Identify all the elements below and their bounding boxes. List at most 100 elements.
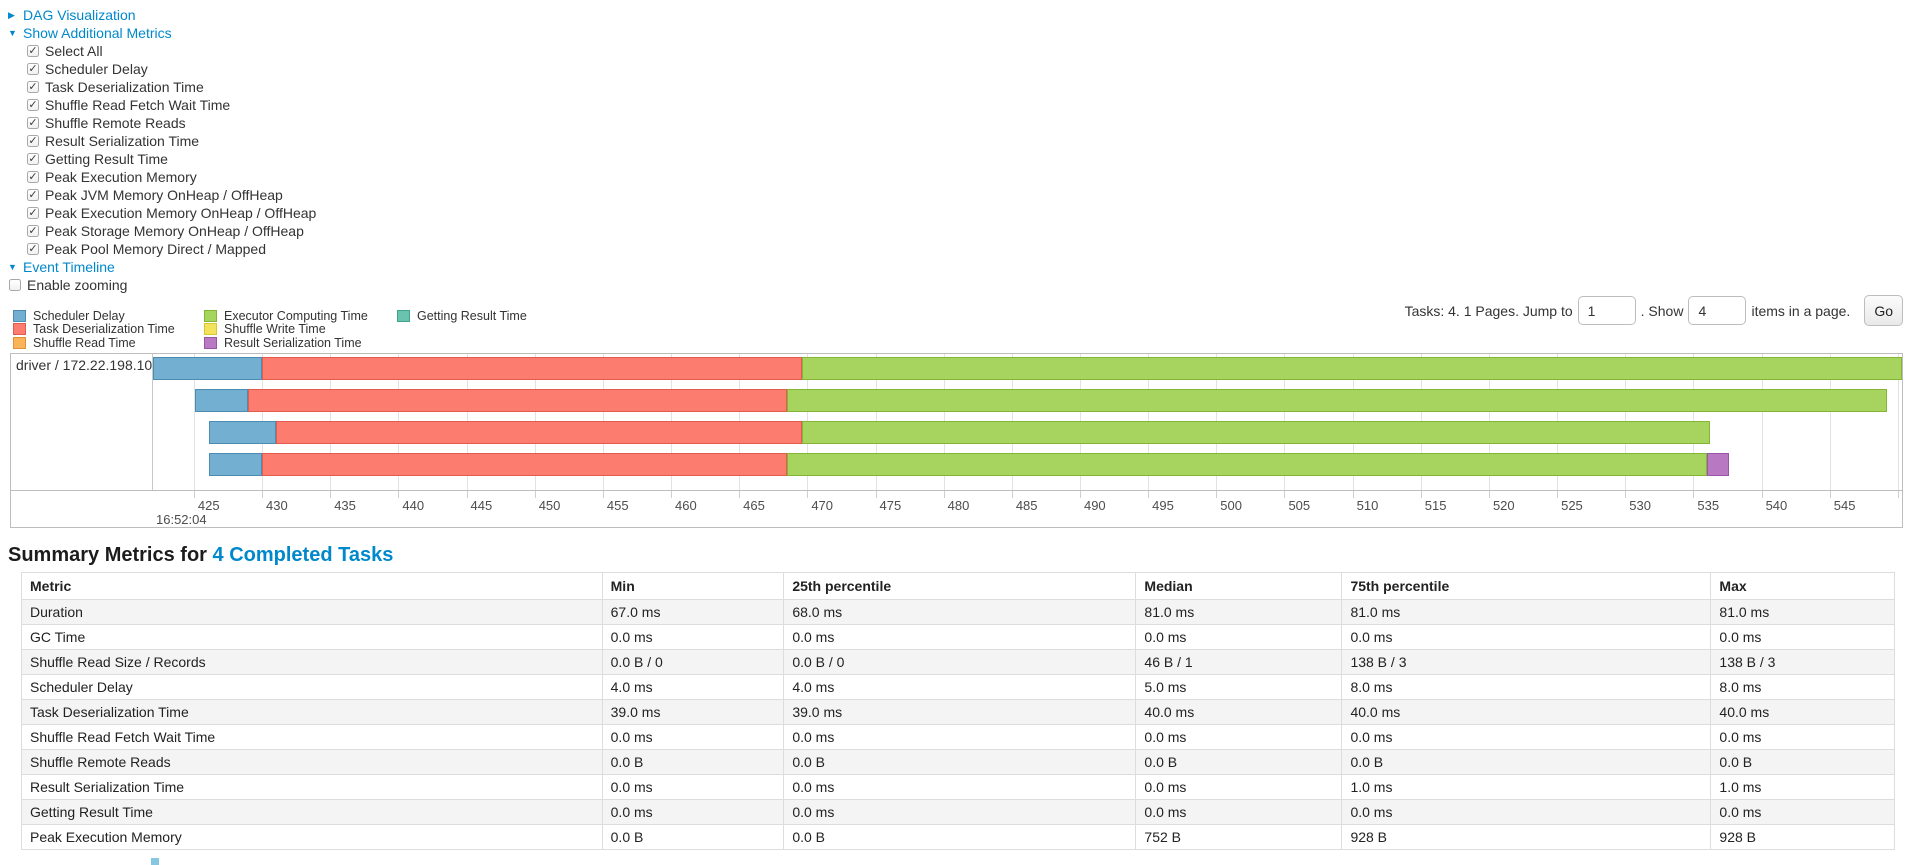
jump-to-page-input[interactable] — [1577, 296, 1636, 325]
dag-visualization-toggle[interactable]: ▶ DAG Visualization — [8, 6, 316, 24]
metric-value-cell: 0.0 B — [1135, 749, 1343, 775]
legend-label: Executor Computing Time — [224, 308, 368, 323]
metric-value-cell: 1.0 ms — [1710, 774, 1895, 800]
metric-value-cell: 81.0 ms — [1341, 599, 1712, 625]
metric-value-cell: 0.0 ms — [601, 624, 785, 650]
table-row: GC Time 0.0 ms 0.0 ms 0.0 ms 0.0 ms 0.0 ms — [21, 624, 1895, 650]
triangle-down-icon: ▼ — [8, 28, 17, 38]
task-bar-segment-scheduler_delay[interactable] — [195, 389, 249, 412]
metric-checkbox-row: ✓ Peak Pool Memory Direct / Mapped — [8, 240, 316, 258]
axis-tick-label: 460 — [675, 498, 697, 513]
metric-value-cell: 928 B — [1341, 824, 1712, 850]
metric-value-cell: 40.0 ms — [1135, 699, 1343, 725]
show-additional-metrics-toggle[interactable]: ▼ Show Additional Metrics — [8, 24, 316, 42]
axis-tick-label: 520 — [1492, 498, 1515, 513]
table-row: Shuffle Read Fetch Wait Time 0.0 ms 0.0 ms… — [21, 724, 1895, 750]
metric-checkbox[interactable]: ✓ — [27, 153, 39, 165]
task-bar-segment-scheduler_delay[interactable] — [208, 453, 263, 476]
metric-value-cell: 40.0 ms — [1341, 699, 1712, 725]
metric-checkbox-label: Scheduler Delay — [45, 61, 148, 77]
task-bar-segment-scheduler_delay[interactable] — [153, 357, 263, 380]
metric-checkbox[interactable]: ✓ — [27, 225, 39, 237]
scheduler_delay-swatch-icon — [13, 309, 26, 322]
summary-heading-prefix: Summary Metrics for — [8, 544, 213, 566]
metric-value-cell: 8.0 ms — [1341, 674, 1712, 700]
legend-item: Scheduler Delay — [13, 309, 175, 323]
task-bar-segment-task_deserialization[interactable] — [248, 389, 787, 412]
metric-value-cell: 0.0 ms — [783, 624, 1137, 650]
timeline-gridline — [193, 354, 195, 490]
axis-tick-label: 475 — [879, 498, 902, 513]
legend-item: Result Serialization Time — [204, 336, 368, 350]
task-bar-segment-executor_computing[interactable] — [801, 421, 1710, 444]
summary-metrics-heading: Summary Metrics for 4 Completed Tasks — [8, 544, 393, 567]
metric-checkbox-label: Peak Execution Memory OnHeap / OffHeap — [45, 205, 317, 221]
event-timeline-toggle[interactable]: ▼ Event Timeline — [8, 258, 316, 276]
dag-visualization-label: DAG Visualization — [23, 7, 136, 23]
metric-checkbox-label: Peak JVM Memory OnHeap / OffHeap — [45, 187, 283, 203]
metric-value-cell: 0.0 ms — [1710, 624, 1895, 650]
task-bar-segment-result_serialization[interactable] — [1707, 453, 1729, 476]
legend-label: Task Deserialization Time — [33, 322, 175, 337]
axis-tick-icon — [739, 491, 741, 498]
task-bar-segment-scheduler_delay[interactable] — [208, 421, 276, 444]
legend-item: Executor Computing Time — [204, 309, 368, 323]
metric-checkbox[interactable]: ✓ — [27, 243, 39, 255]
axis-tick-label: 445 — [470, 498, 493, 513]
triangle-down-icon: ▼ — [8, 262, 17, 272]
timeline-gridline — [1829, 354, 1831, 490]
metric-name-cell: Shuffle Remote Reads — [21, 749, 603, 775]
metric-checkbox-label: Task Deserialization Time — [45, 79, 204, 95]
legend-label: Result Serialization Time — [224, 335, 362, 350]
metric-value-cell: 0.0 ms — [601, 724, 785, 750]
metric-value-cell: 68.0 ms — [783, 599, 1137, 625]
metric-value-cell: 0.0 B — [601, 749, 785, 775]
metric-checkbox[interactable]: ✓ — [27, 171, 39, 183]
metric-value-cell: 1.0 ms — [1341, 774, 1712, 800]
axis-tick-icon — [193, 491, 195, 498]
table-header-cell: Metric — [21, 572, 603, 600]
legend-label: Shuffle Read Time — [33, 335, 136, 350]
axis-tick-icon — [1284, 491, 1286, 498]
axis-tick-icon — [1079, 491, 1081, 498]
metric-checkbox[interactable]: ✓ — [27, 117, 39, 129]
metric-checkbox-label: Peak Storage Memory OnHeap / OffHeap — [45, 223, 304, 239]
metric-value-cell: 752 B — [1135, 824, 1343, 850]
metric-checkbox[interactable]: ✓ — [27, 189, 39, 201]
metric-checkbox[interactable]: ✓ — [27, 81, 39, 93]
metric-checkbox-row: ✓ Task Deserialization Time — [8, 78, 316, 96]
items-in-page-text: items in a page. — [1751, 302, 1851, 319]
task-bar-segment-executor_computing[interactable] — [801, 357, 1902, 380]
metric-name-cell: Shuffle Read Size / Records — [21, 649, 603, 675]
task-bar-segment-executor_computing[interactable] — [786, 389, 1887, 412]
axis-tick-label: 525 — [1561, 498, 1583, 513]
metric-checkbox-row: ✓ Peak JVM Memory OnHeap / OffHeap — [8, 186, 316, 204]
completed-tasks-link[interactable]: 4 Completed Tasks — [212, 544, 394, 566]
metric-checkbox[interactable]: ✓ — [27, 99, 39, 111]
metric-value-cell: 0.0 B — [1710, 749, 1895, 775]
shuffle_write-swatch-icon — [204, 323, 217, 336]
axis-tick-icon — [671, 491, 673, 498]
go-button[interactable]: Go — [1864, 295, 1903, 326]
items-per-page-input[interactable] — [1688, 296, 1747, 325]
enable-zooming-checkbox[interactable] — [9, 279, 21, 291]
axis-tick-icon — [1693, 491, 1695, 498]
task-bar-segment-executor_computing[interactable] — [786, 453, 1708, 476]
axis-tick-label: 425 — [197, 498, 220, 513]
task-bar-segment-task_deserialization[interactable] — [262, 453, 787, 476]
metric-checkbox[interactable]: ✓ — [27, 207, 39, 219]
timeline-gridline — [1761, 354, 1763, 490]
task-bar-segment-task_deserialization[interactable] — [262, 357, 802, 380]
metric-checkbox[interactable]: ✓ — [27, 63, 39, 75]
metric-value-cell: 0.0 B — [601, 824, 785, 850]
task-bar-segment-task_deserialization[interactable] — [275, 421, 802, 444]
metric-checkbox[interactable]: ✓ — [27, 135, 39, 147]
metric-checkbox[interactable]: ✓ — [27, 45, 39, 57]
metric-name-cell: Result Serialization Time — [21, 774, 603, 800]
table-row: Result Serialization Time 0.0 ms 0.0 ms 0.0… — [21, 774, 1895, 800]
metric-value-cell: 0.0 B / 0 — [601, 649, 785, 675]
metric-checkbox-label: Peak Execution Memory — [45, 169, 197, 185]
axis-tick-icon — [807, 491, 809, 498]
axis-tick-label: 545 — [1833, 498, 1856, 513]
metric-value-cell: 0.0 ms — [1341, 724, 1712, 750]
